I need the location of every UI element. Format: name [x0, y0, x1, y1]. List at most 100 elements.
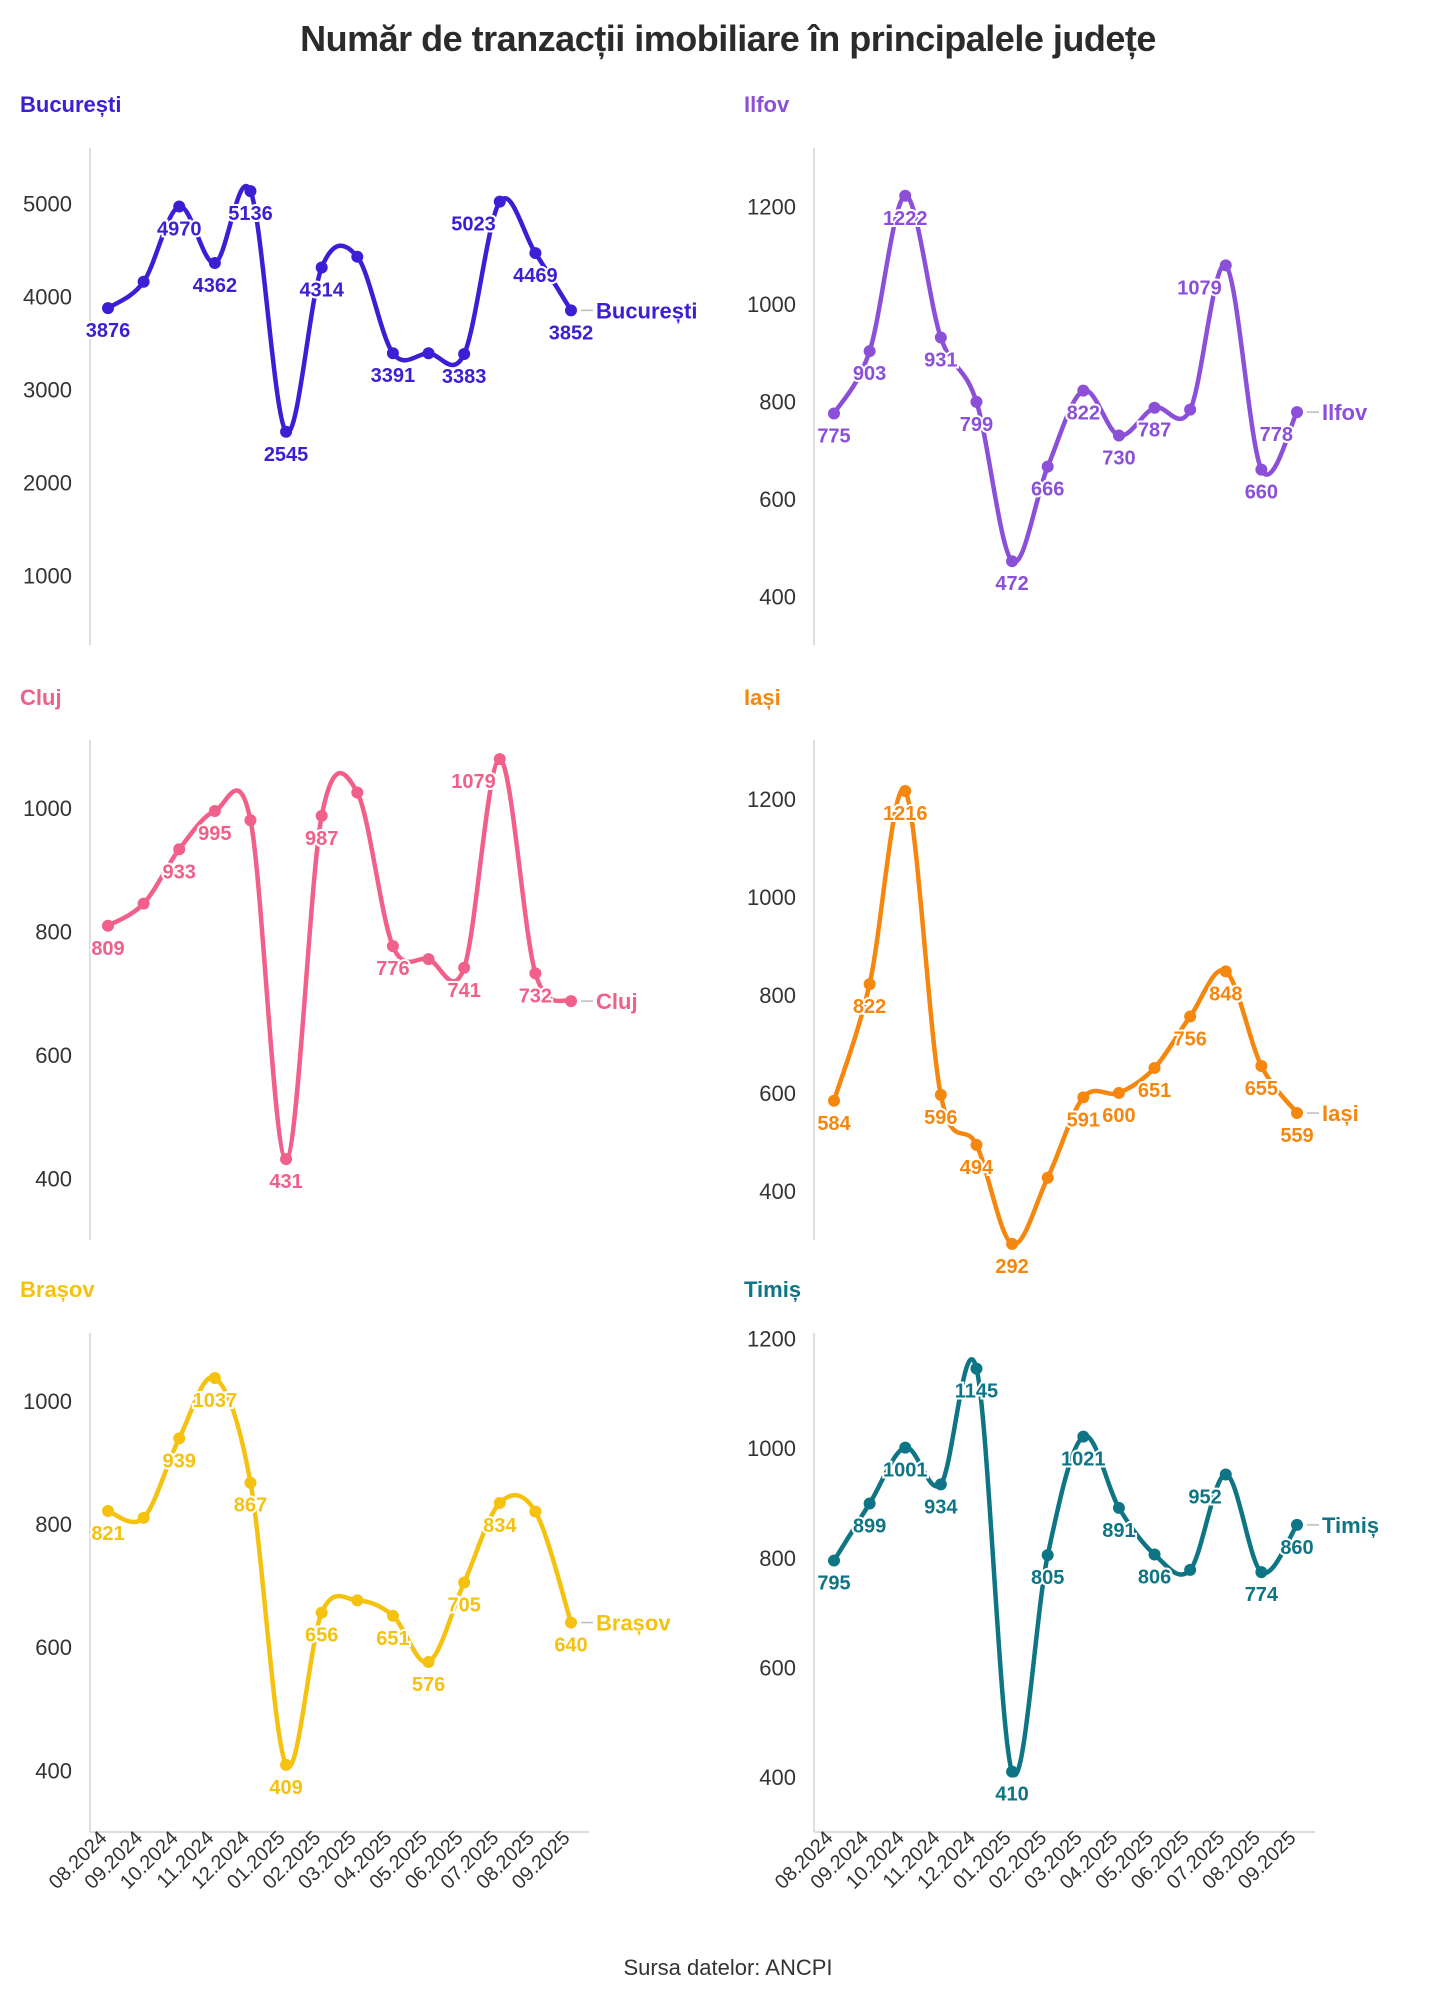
data-label: 799: [960, 414, 993, 436]
data-point: [1041, 460, 1054, 473]
data-label: 795: [817, 1573, 850, 1595]
data-point: [137, 275, 150, 288]
y-tick-label: 1200: [747, 194, 796, 219]
data-label: 705: [447, 1595, 480, 1617]
data-label: 939: [163, 1450, 196, 1472]
data-point: [244, 814, 257, 827]
data-point: [1006, 555, 1019, 568]
y-tick-label: 400: [759, 1179, 796, 1204]
data-label: 666: [1031, 479, 1064, 501]
data-point: [934, 1088, 947, 1101]
data-label: 4469: [513, 265, 558, 287]
series-line: [831, 1357, 1300, 1778]
data-point: [863, 978, 876, 991]
data-point: [899, 1441, 912, 1454]
panel-title: Cluj: [20, 685, 62, 710]
data-point: [493, 753, 506, 766]
y-tick-label: 800: [35, 919, 72, 944]
series-line: [105, 1375, 574, 1770]
data-label: 732: [519, 985, 552, 1007]
y-tick-label: 1000: [747, 1436, 796, 1461]
panel-4: Iași 400 600 800 1000 1200 584 822 1216 596 494 292…: [744, 685, 1359, 1280]
data-point: [102, 1505, 114, 1518]
data-point: [1041, 1549, 1054, 1562]
data-point: [1041, 1171, 1054, 1184]
data-label: 3852: [549, 322, 594, 344]
series-line: [831, 787, 1300, 1247]
series-end-label: Ilfov: [1322, 400, 1368, 425]
data-label: 651: [376, 1628, 409, 1650]
data-point: [351, 1594, 364, 1607]
data-point: [1006, 1237, 1019, 1250]
series-line: [831, 193, 1300, 565]
data-point: [208, 804, 221, 817]
y-tick-label: 800: [759, 1546, 796, 1571]
data-point: [1291, 1518, 1303, 1531]
y-tick-label: 1000: [747, 885, 796, 910]
data-label: 931: [924, 350, 957, 372]
data-label: 806: [1138, 1567, 1171, 1589]
data-point: [493, 195, 506, 208]
panel-title: Brașov: [20, 1277, 95, 1302]
data-point: [934, 1478, 947, 1491]
data-label: 995: [198, 823, 231, 845]
y-tick-label: 800: [35, 1512, 72, 1537]
data-label: 775: [817, 426, 850, 448]
data-point: [280, 1758, 293, 1771]
data-point: [102, 919, 114, 932]
data-point: [899, 189, 912, 202]
data-point: [102, 302, 114, 315]
data-point: [315, 261, 328, 274]
data-label: 778: [1260, 424, 1293, 446]
data-label: 787: [1138, 420, 1171, 442]
data-label: 584: [817, 1113, 851, 1135]
data-point: [1112, 1501, 1125, 1514]
data-label: 848: [1209, 983, 1242, 1005]
data-point: [1255, 1566, 1268, 1579]
data-point: [529, 1505, 542, 1518]
data-point: [1184, 1563, 1197, 1576]
data-label: 5023: [451, 214, 496, 236]
data-point: [1112, 429, 1125, 442]
data-point: [1077, 1091, 1090, 1104]
data-label: 822: [853, 996, 886, 1018]
data-point: [1219, 259, 1232, 272]
data-label: 1079: [1177, 277, 1222, 299]
data-point: [422, 1655, 435, 1668]
data-label: 987: [305, 828, 338, 850]
data-point: [386, 1609, 399, 1622]
data-label: 4970: [157, 219, 202, 241]
data-label: 774: [1245, 1584, 1279, 1606]
data-label: 559: [1280, 1125, 1313, 1147]
data-point: [529, 967, 542, 980]
data-point: [137, 1511, 150, 1524]
series-end-label: Iași: [1322, 1101, 1359, 1126]
data-label: 600: [1102, 1105, 1135, 1127]
panel-title: București: [20, 92, 121, 117]
data-point: [422, 953, 435, 966]
data-point: [458, 961, 471, 974]
data-point: [565, 304, 577, 317]
data-label: 660: [1245, 482, 1278, 504]
y-tick-label: 400: [759, 584, 796, 609]
data-point: [351, 250, 364, 263]
series-end-label: Cluj: [596, 989, 638, 1014]
data-point: [1006, 1765, 1019, 1778]
data-point: [244, 1476, 257, 1489]
y-tick-label: 3000: [23, 378, 72, 403]
data-label: 596: [924, 1107, 957, 1129]
y-tick-label: 1000: [23, 796, 72, 821]
y-tick-label: 400: [35, 1166, 72, 1191]
data-label: 891: [1102, 1520, 1135, 1542]
data-label: 1222: [883, 208, 928, 230]
panel-6: Timiș 400 600 800 1000 1200 795 899 1001 934 1145 4…: [744, 1277, 1379, 1894]
data-point: [280, 425, 293, 438]
data-label: 805: [1031, 1567, 1064, 1589]
data-label: 1021: [1061, 1449, 1106, 1471]
data-point: [1077, 1430, 1090, 1443]
series-end-label: Timiș: [1322, 1513, 1379, 1538]
y-tick-label: 1200: [747, 1326, 796, 1351]
data-point: [1255, 463, 1268, 476]
data-point: [386, 347, 399, 360]
panel-5: Brașov 400 600 800 1000 821 939 1037 867 409 656 65…: [20, 1277, 671, 1894]
